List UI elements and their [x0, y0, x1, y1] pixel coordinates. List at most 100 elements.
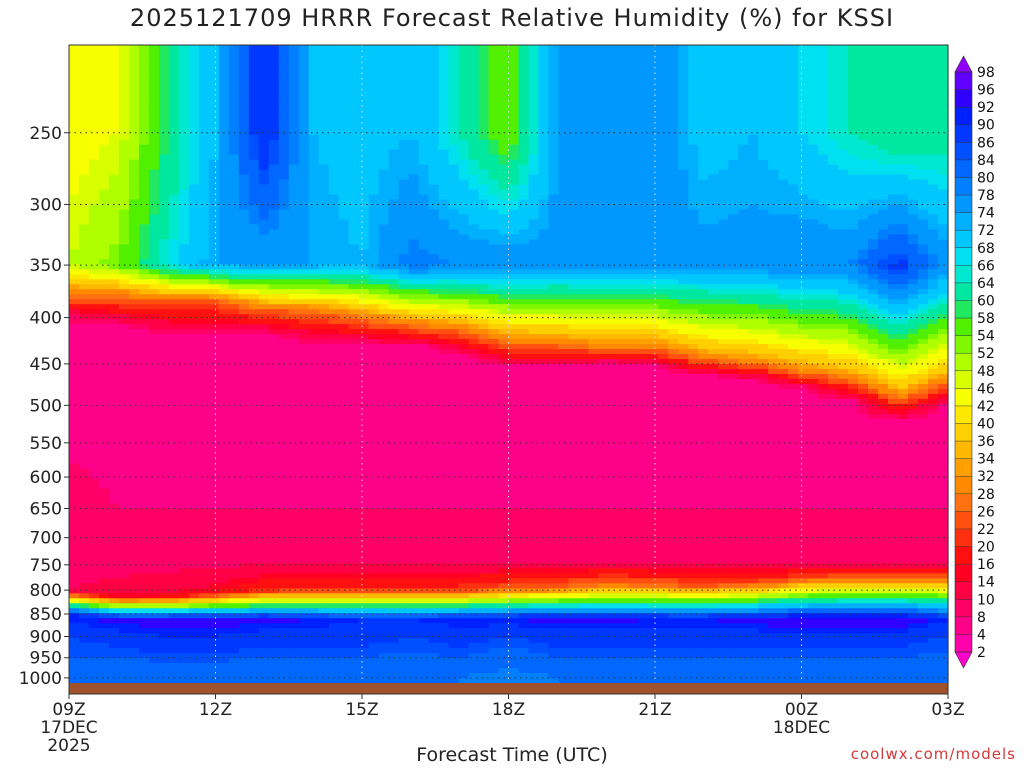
heat-cell [98, 129, 110, 136]
heat-cell [258, 179, 270, 186]
heat-cell [338, 613, 350, 619]
heat-cell [328, 289, 340, 295]
heat-cell [358, 174, 370, 181]
heat-cell [188, 244, 200, 250]
heat-cell [368, 74, 380, 81]
heat-cell [328, 608, 340, 614]
heat-cell [98, 219, 110, 226]
heat-cell [128, 653, 140, 659]
heat-cell [438, 264, 450, 270]
heat-cell [358, 104, 370, 111]
heat-cell [158, 359, 170, 365]
heat-cell [148, 164, 160, 171]
heat-cell [288, 658, 300, 664]
heat-cell [378, 124, 390, 131]
heat-cell [228, 319, 240, 325]
heat-cell [408, 418, 420, 425]
heat-cell [238, 144, 250, 151]
heat-cell [118, 383, 130, 390]
heat-cell [338, 284, 350, 290]
heat-cell [398, 204, 410, 211]
heat-cell [138, 448, 150, 455]
heat-cell [348, 139, 360, 146]
heat-cell [298, 528, 310, 535]
heat-cell [328, 109, 340, 116]
heat-cell [388, 383, 400, 390]
heat-cell [218, 518, 230, 525]
heat-cell [438, 159, 450, 166]
heat-cell [238, 309, 250, 315]
heat-cell [178, 408, 190, 415]
heat-cell [438, 438, 450, 445]
heat-cell [138, 658, 150, 664]
heat-cell [208, 378, 220, 385]
heat-cell [238, 194, 250, 201]
heat-cell [318, 64, 330, 71]
heat-cell [418, 239, 430, 245]
heat-cell [248, 558, 260, 564]
heat-cell [308, 418, 320, 425]
heat-cell [318, 294, 330, 300]
heat-cell [198, 623, 210, 629]
heat-cell [188, 99, 200, 106]
heat-cell [308, 309, 320, 315]
heat-cell [338, 344, 350, 350]
heat-cell [408, 279, 420, 285]
heat-cell [348, 209, 360, 216]
heat-cell [138, 513, 150, 520]
heat-cell [348, 304, 360, 310]
heat-cell [398, 124, 410, 131]
heat-cell [168, 513, 180, 520]
heat-cell [298, 538, 310, 545]
heat-cell [418, 418, 430, 425]
heat-cell [238, 354, 250, 360]
heat-cell [378, 219, 390, 226]
heat-cell [208, 648, 220, 654]
heat-cell [288, 443, 300, 450]
heat-cell [268, 603, 280, 609]
heat-cell [98, 658, 110, 664]
heat-cell [108, 294, 120, 300]
heat-cell [208, 304, 220, 310]
heat-cell [308, 234, 320, 240]
heat-cell [318, 164, 330, 171]
heat-cell [218, 563, 230, 569]
heat-cell [238, 324, 250, 330]
heat-cell [308, 393, 320, 400]
heat-cell [298, 488, 310, 495]
heat-cell [148, 294, 160, 300]
heat-cell [208, 199, 220, 206]
heat-cell [288, 403, 300, 410]
heat-cell [318, 129, 330, 136]
heat-cell [308, 134, 320, 141]
heat-cell [78, 388, 90, 395]
heat-cell [98, 69, 110, 76]
heat-cell [228, 438, 240, 445]
heat-cell [318, 583, 330, 589]
heat-cell [228, 618, 240, 624]
heat-cell [268, 179, 280, 186]
heat-cell [138, 139, 150, 146]
heat-cell [368, 568, 380, 574]
heat-cell [198, 349, 210, 355]
heat-cell [358, 279, 370, 285]
heat-cell [118, 139, 130, 146]
heat-cell [69, 264, 80, 270]
heat-cell [278, 643, 290, 649]
heat-cell [288, 588, 300, 594]
heat-cell [398, 364, 410, 370]
heat-cell [328, 304, 340, 310]
heat-cell [118, 538, 130, 545]
heat-cell [188, 368, 200, 375]
heat-cell [258, 254, 270, 260]
heat-cell [298, 164, 310, 171]
heat-cell [228, 553, 240, 559]
heat-cell [348, 658, 360, 664]
heat-cell [278, 219, 290, 226]
heat-cell [358, 603, 370, 609]
heat-cell [138, 433, 150, 440]
heat-cell [288, 79, 300, 86]
heat-cell [378, 349, 390, 355]
heat-cell [178, 398, 190, 405]
heat-cell [408, 603, 420, 609]
